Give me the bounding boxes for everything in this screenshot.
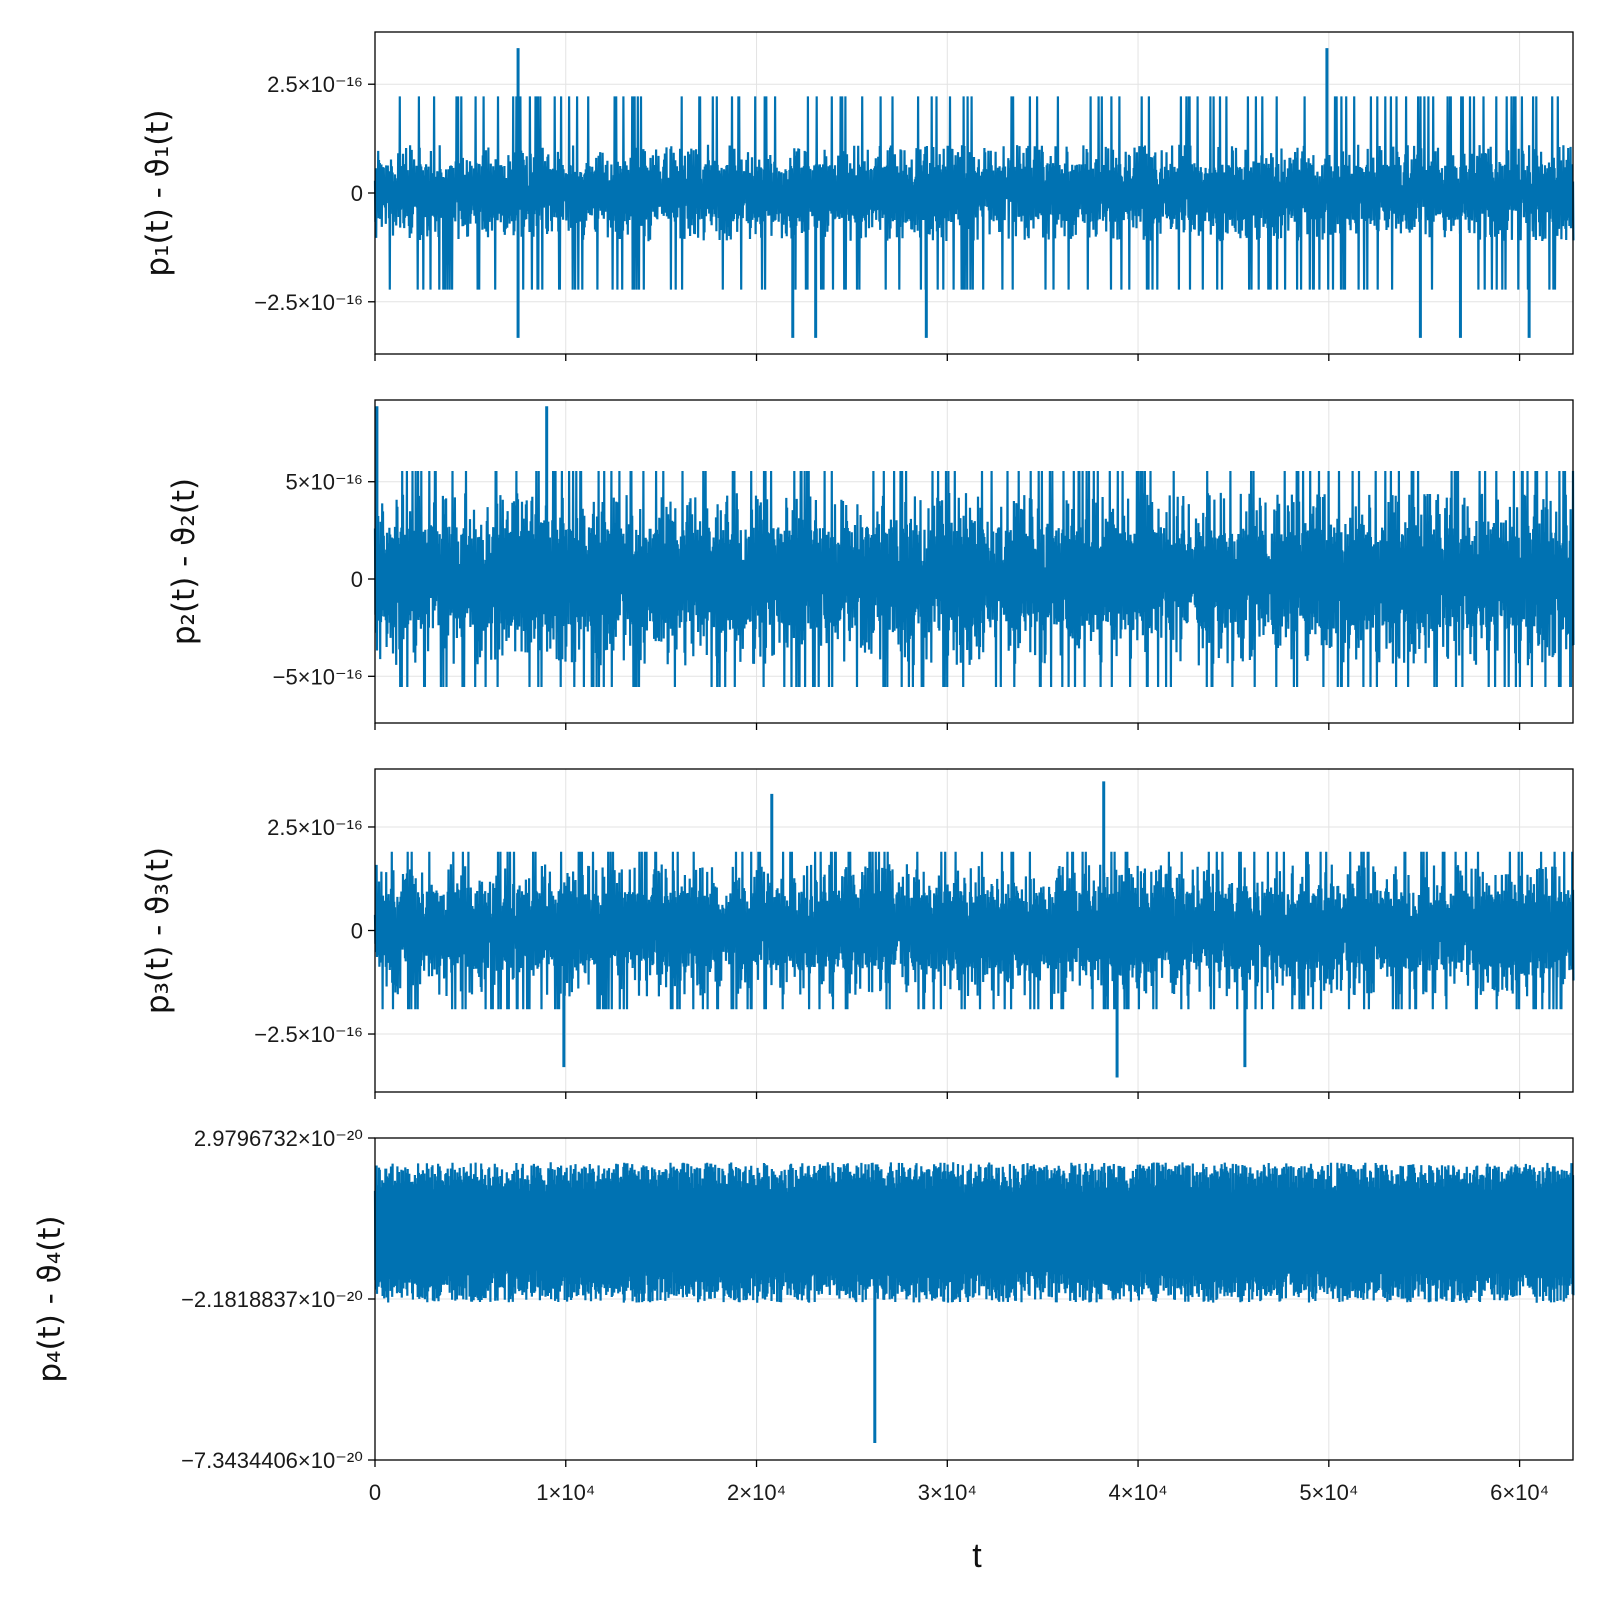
x-tick-label: 3×10⁴ [918,1480,977,1505]
y-axis-label: p₄(t) - ϑ₄(t) [32,1215,68,1382]
y-tick-label: 2.9796732×10⁻²⁰ [194,1126,363,1151]
y-tick-label: −2.5×10⁻¹⁶ [254,290,363,315]
axes-frame [374,399,1574,724]
y-axis-label: p₃(t) - ϑ₃(t) [140,847,176,1014]
subplot-1: −2.5×10⁻¹⁶ 0 2.5×10⁻¹⁶ p₁(t) - ϑ₁(t) [140,31,1575,361]
subplot-stack: −2.5×10⁻¹⁶ 0 2.5×10⁻¹⁶ p₁(t) - ϑ₁(t) −5×10⁻¹… [32,31,1575,1505]
subplot-2: −5×10⁻¹⁶ 0 5×10⁻¹⁶ p₂(t) - ϑ₂(t) [166,399,1575,730]
x-tick-label: 4×10⁴ [1109,1480,1168,1505]
y-tick-label: 2.5×10⁻¹⁶ [267,815,363,840]
x-tick-label: 0 [369,1480,381,1505]
x-axis-label: t [972,1537,982,1575]
y-tick-label: −7.3434406×10⁻²⁰ [181,1448,363,1473]
series-line [373,851,1575,1010]
x-tick-label: 6×10⁴ [1490,1480,1549,1505]
x-tick-label: 5×10⁴ [1299,1480,1358,1505]
subplot-4: −7.3434406×10⁻²⁰ −2.1818837×10⁻²⁰ 2.979673… [32,1126,1575,1505]
series-line [373,470,1575,688]
y-axis-label: p₂(t) - ϑ₂(t) [166,478,202,645]
y-tick-label: 0 [351,919,363,944]
series-line [373,96,1575,290]
series-line [373,1162,1575,1303]
y-tick-label: 2.5×10⁻¹⁶ [267,72,363,97]
y-tick-label: −2.5×10⁻¹⁶ [254,1022,363,1047]
y-tick-label: 5×10⁻¹⁶ [285,470,363,495]
y-tick-label: −5×10⁻¹⁶ [273,664,363,689]
y-tick-label: 0 [351,567,363,592]
x-tick-label: 2×10⁴ [727,1480,786,1505]
subplot-3: −2.5×10⁻¹⁶ 0 2.5×10⁻¹⁶ p₃(t) - ϑ₃(t) [140,768,1575,1099]
y-axis-label: p₁(t) - ϑ₁(t) [140,109,176,276]
x-tick-label: 1×10⁴ [536,1480,595,1505]
y-tick-label: −2.1818837×10⁻²⁰ [181,1287,363,1312]
y-tick-label: 0 [351,181,363,206]
